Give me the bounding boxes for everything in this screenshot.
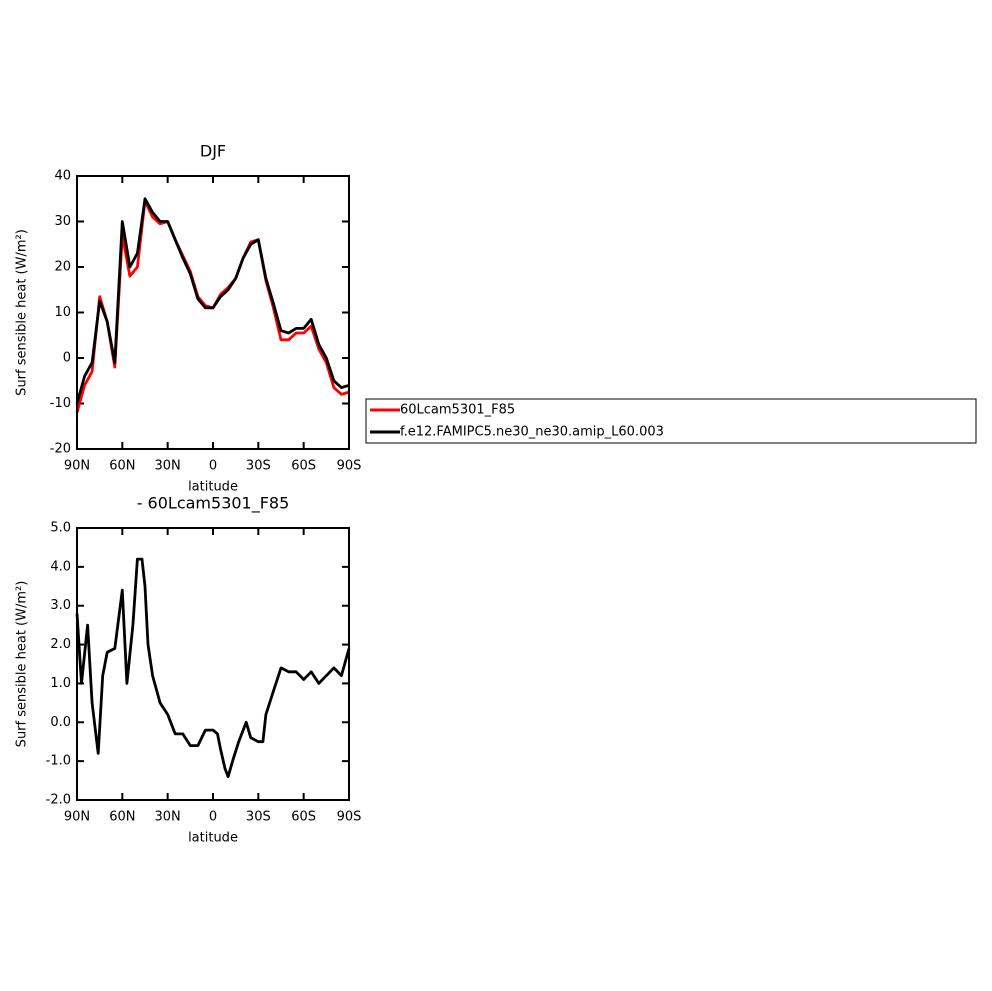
y-tick-label: -20 xyxy=(50,442,71,457)
x-tick-label: 30S xyxy=(246,810,271,825)
y-tick-label: 30 xyxy=(54,214,71,229)
x-tick-label: 0 xyxy=(209,459,217,474)
y-axis-label: Surf sensible heat (W/m²) xyxy=(15,229,30,396)
x-axis-label: latitude xyxy=(188,480,238,495)
x-tick-label: 60N xyxy=(109,810,135,825)
plot-frame xyxy=(76,175,350,450)
y-tick-label: -10 xyxy=(50,396,71,411)
y-tick-label: 0 xyxy=(63,351,71,366)
x-tick-label: 30S xyxy=(246,459,271,474)
x-tick-label: 90S xyxy=(337,810,362,825)
chart-title: - 60Lcam5301_F85 xyxy=(137,494,290,514)
plot-frame xyxy=(76,527,350,801)
y-tick-label: 40 xyxy=(54,169,71,184)
x-tick-label: 60S xyxy=(291,810,316,825)
y-tick-label: 1.0 xyxy=(50,676,71,691)
y-axis-label: Surf sensible heat (W/m²) xyxy=(15,581,30,748)
data-line xyxy=(75,197,350,404)
x-axis-label: latitude xyxy=(188,831,238,846)
y-tick-label: 20 xyxy=(54,260,71,275)
x-tick-label: 90N xyxy=(64,459,90,474)
x-tick-label: 30N xyxy=(155,810,181,825)
y-tick-label: -1.0 xyxy=(46,754,71,769)
chart-title: DJF xyxy=(200,142,226,161)
legend-box xyxy=(365,398,977,444)
x-tick-label: 30N xyxy=(155,459,181,474)
x-tick-label: 0 xyxy=(209,810,217,825)
data-line xyxy=(75,557,351,779)
y-tick-label: -2.0 xyxy=(46,793,71,808)
y-tick-label: 2.0 xyxy=(50,637,71,652)
y-tick-label: 10 xyxy=(54,305,71,320)
x-tick-label: 90N xyxy=(64,810,90,825)
y-tick-label: 5.0 xyxy=(50,521,71,536)
x-tick-label: 60S xyxy=(291,459,316,474)
x-tick-label: 90S xyxy=(337,459,362,474)
legend-label: f.e12.FAMIPC5.ne30_ne30.amip_L60.003 xyxy=(400,425,664,440)
x-tick-label: 60N xyxy=(109,459,135,474)
y-tick-label: 3.0 xyxy=(50,598,71,613)
y-tick-label: 0.0 xyxy=(50,715,71,730)
legend-label: 60Lcam5301_F85 xyxy=(400,403,515,418)
y-tick-label: 4.0 xyxy=(50,559,71,574)
